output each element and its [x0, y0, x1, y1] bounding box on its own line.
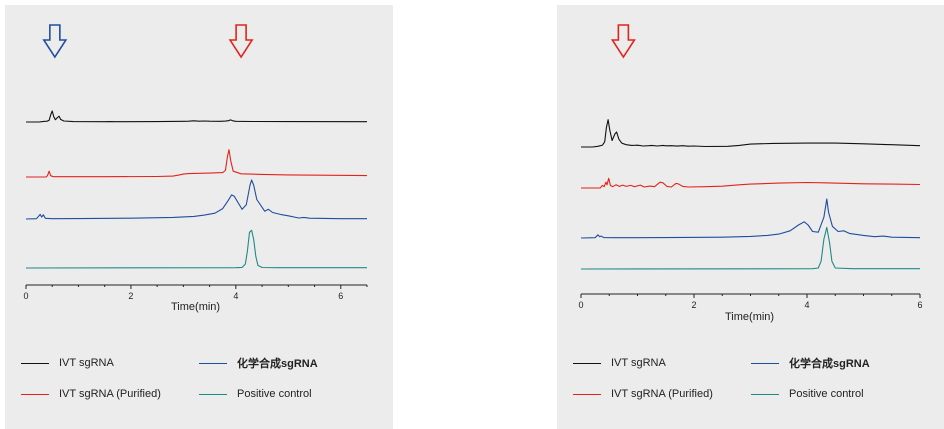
legend-label: IVT sgRNA [611, 357, 666, 369]
legend-swatch [21, 393, 49, 395]
legend-swatch [21, 362, 49, 364]
legend-item-chemical: 化学合成sgRNA [751, 355, 870, 371]
x-tick-label: 0 [578, 300, 583, 310]
series-line [26, 110, 368, 123]
series-line [581, 177, 921, 189]
arrow-down-icon [228, 24, 254, 59]
x-tick-label: 2 [691, 300, 696, 310]
legend-item-ivt: IVT sgRNA [573, 355, 666, 371]
legend-label: 化学合成sgRNA [789, 358, 870, 370]
legend-item-chemical: 化学合成sgRNA [199, 355, 318, 371]
legend-item-ivt-purified: IVT sgRNA (Purified) [573, 386, 713, 402]
legend-label: IVT sgRNA (Purified) [611, 388, 713, 400]
x-tick-label: 4 [233, 291, 238, 301]
chromatogram-left: 0 2 4 6 [23, 24, 368, 301]
x-axis-title: Time(min) [171, 301, 221, 313]
legend-swatch [573, 362, 601, 364]
x-axis-title: Time(min) [725, 311, 775, 323]
series-line [25, 179, 367, 220]
x-tick-label: 4 [804, 300, 809, 310]
series-line [581, 119, 921, 148]
chart-panel-right: 0 2 4 6 Time(min) IVT sgRNA 化学合成sgRNA IVT s… [557, 5, 944, 429]
series-line [580, 198, 921, 239]
legend-swatch [751, 393, 779, 395]
arrow-down-icon [610, 24, 636, 59]
series-line [25, 229, 367, 269]
legend-label: 化学合成sgRNA [237, 358, 318, 370]
legend-item-positive-control: Positive control [199, 386, 312, 402]
legend-label: Positive control [237, 388, 312, 400]
x-tick-label: 2 [128, 291, 133, 301]
x-tick-label: 6 [338, 291, 343, 301]
legend-item-positive-control: Positive control [751, 386, 864, 402]
x-tick-label: 0 [23, 291, 28, 301]
legend-item-ivt: IVT sgRNA [21, 355, 114, 371]
arrow-down-icon [42, 24, 68, 59]
legend-item-ivt-purified: IVT sgRNA (Purified) [21, 386, 161, 402]
legend-label: IVT sgRNA (Purified) [59, 388, 161, 400]
series-line [26, 149, 368, 178]
legend-label: Positive control [789, 388, 864, 400]
legend-swatch [199, 393, 227, 395]
x-tick-label: 6 [917, 300, 922, 310]
legend-swatch [751, 362, 779, 364]
legend-swatch [199, 362, 227, 364]
chart-panel-left: 0 2 4 6 Time(min) IVT sgRNA 化学合成sgRNA IVT s… [5, 5, 393, 429]
chromatogram-right: 0 2 4 6 [578, 24, 923, 310]
legend-swatch [573, 393, 601, 395]
legend-label: IVT sgRNA [59, 357, 114, 369]
series-line [580, 226, 920, 270]
